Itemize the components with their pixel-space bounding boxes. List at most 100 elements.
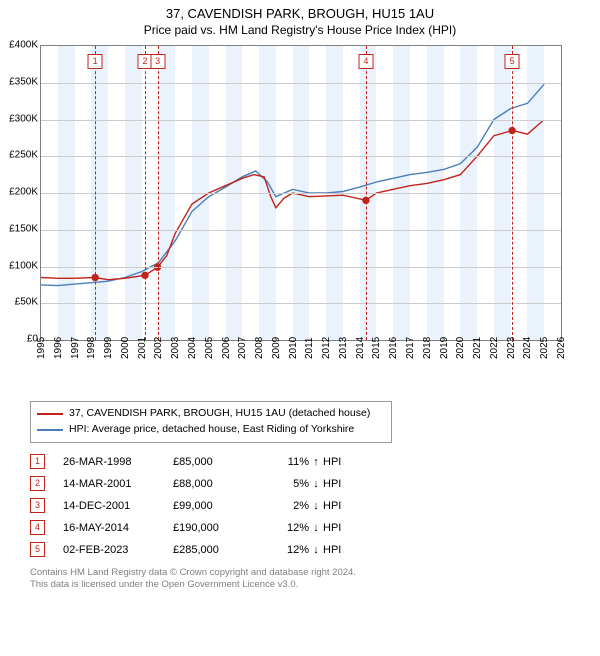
event-badge: 3 xyxy=(150,54,165,69)
event-date: 14-MAR-2001 xyxy=(63,478,173,490)
event-line xyxy=(145,46,146,340)
x-tick-label: 2017 xyxy=(405,337,416,359)
event-num: 2 xyxy=(30,476,45,491)
x-tick-label: 1997 xyxy=(70,337,81,359)
event-price: £190,000 xyxy=(173,522,263,534)
x-tick-label: 2026 xyxy=(556,337,567,359)
x-tick-label: 2015 xyxy=(371,337,382,359)
x-tick-label: 2002 xyxy=(153,337,164,359)
event-date: 02-FEB-2023 xyxy=(63,544,173,556)
series-line xyxy=(41,121,543,280)
x-axis: 1995199619971998199920002001200220032004… xyxy=(40,341,560,371)
y-tick-label: £250K xyxy=(9,150,38,161)
legend-swatch xyxy=(37,429,63,431)
event-arrow-icon: ↑ xyxy=(309,456,323,468)
event-badge: 4 xyxy=(358,54,373,69)
x-tick-label: 2022 xyxy=(489,337,500,359)
event-pct: 12% xyxy=(263,544,309,556)
event-pct: 12% xyxy=(263,522,309,534)
legend-row: HPI: Average price, detached house, East… xyxy=(37,422,385,438)
event-suffix: HPI xyxy=(323,544,353,556)
footer-line-1: Contains HM Land Registry data © Crown c… xyxy=(30,567,600,580)
events-table: 1 26-MAR-1998£85,00011%↑HPI 2 14-MAR-2001£8… xyxy=(30,451,600,561)
event-row: 1 26-MAR-1998£85,00011%↑HPI xyxy=(30,451,600,473)
x-tick-label: 2001 xyxy=(137,337,148,359)
legend-label: 37, CAVENDISH PARK, BROUGH, HU15 1AU (de… xyxy=(69,406,370,422)
y-axis: £0£50K£100K£150K£200K£250K£300K£350K£400… xyxy=(0,45,40,365)
event-suffix: HPI xyxy=(323,478,353,490)
x-tick-label: 1999 xyxy=(103,337,114,359)
event-num: 5 xyxy=(30,542,45,557)
main-title: 37, CAVENDISH PARK, BROUGH, HU15 1AU xyxy=(0,6,600,21)
y-tick-label: £400K xyxy=(9,40,38,51)
x-tick-label: 2020 xyxy=(455,337,466,359)
event-arrow-icon: ↓ xyxy=(309,478,323,490)
grid-line xyxy=(41,156,561,157)
x-tick-label: 2003 xyxy=(170,337,181,359)
event-row: 314-DEC-2001£99,0002%↓HPI xyxy=(30,495,600,517)
x-tick-label: 2009 xyxy=(271,337,282,359)
footer: Contains HM Land Registry data © Crown c… xyxy=(30,567,600,593)
event-pct: 11% xyxy=(263,456,309,468)
x-tick-label: 2004 xyxy=(187,337,198,359)
x-tick-label: 2025 xyxy=(539,337,550,359)
event-date: 26-MAR-1998 xyxy=(63,456,173,468)
event-date: 16-MAY-2014 xyxy=(63,522,173,534)
event-pct: 5% xyxy=(263,478,309,490)
grid-line xyxy=(41,303,561,304)
series-line xyxy=(41,84,544,285)
x-tick-label: 2000 xyxy=(120,337,131,359)
x-tick-label: 1998 xyxy=(86,337,97,359)
chart: £0£50K£100K£150K£200K£250K£300K£350K£400… xyxy=(30,45,590,365)
event-pct: 2% xyxy=(263,500,309,512)
event-num: 1 xyxy=(30,454,45,469)
y-tick-label: £150K xyxy=(9,223,38,234)
x-tick-label: 2014 xyxy=(355,337,366,359)
x-tick-label: 2024 xyxy=(522,337,533,359)
plot-area: 12345 xyxy=(40,45,562,341)
event-price: £85,000 xyxy=(173,456,263,468)
event-row: 214-MAR-2001£88,0005%↓HPI xyxy=(30,473,600,495)
event-line xyxy=(95,46,96,340)
event-price: £99,000 xyxy=(173,500,263,512)
footer-line-2: This data is licensed under the Open Gov… xyxy=(30,579,600,592)
legend: 37, CAVENDISH PARK, BROUGH, HU15 1AU (de… xyxy=(30,401,392,443)
event-line xyxy=(158,46,159,340)
event-row: 502-FEB-2023£285,00012%↓HPI xyxy=(30,539,600,561)
event-row: 416-MAY-2014£190,00012%↓HPI xyxy=(30,517,600,539)
event-suffix: HPI xyxy=(323,500,353,512)
x-tick-label: 2023 xyxy=(506,337,517,359)
x-tick-label: 2012 xyxy=(321,337,332,359)
y-tick-label: £300K xyxy=(9,113,38,124)
event-badge: 1 xyxy=(88,54,103,69)
grid-line xyxy=(41,193,561,194)
x-tick-label: 2005 xyxy=(204,337,215,359)
event-line xyxy=(366,46,367,340)
grid-line xyxy=(41,83,561,84)
grid-line xyxy=(41,120,561,121)
grid-line xyxy=(41,267,561,268)
x-tick-label: 2006 xyxy=(221,337,232,359)
legend-row: 37, CAVENDISH PARK, BROUGH, HU15 1AU (de… xyxy=(37,406,385,422)
event-line xyxy=(512,46,513,340)
x-tick-label: 2021 xyxy=(472,337,483,359)
x-tick-label: 2007 xyxy=(237,337,248,359)
x-tick-label: 1996 xyxy=(53,337,64,359)
x-tick-label: 2013 xyxy=(338,337,349,359)
x-tick-label: 1995 xyxy=(36,337,47,359)
event-num: 3 xyxy=(30,498,45,513)
grid-line xyxy=(41,230,561,231)
event-suffix: HPI xyxy=(323,522,353,534)
title-block: 37, CAVENDISH PARK, BROUGH, HU15 1AU Pri… xyxy=(0,6,600,37)
y-tick-label: £100K xyxy=(9,260,38,271)
x-tick-label: 2016 xyxy=(388,337,399,359)
event-date: 14-DEC-2001 xyxy=(63,500,173,512)
x-tick-label: 2008 xyxy=(254,337,265,359)
event-suffix: HPI xyxy=(323,456,353,468)
event-arrow-icon: ↓ xyxy=(309,522,323,534)
event-badge: 5 xyxy=(505,54,520,69)
y-tick-label: £50K xyxy=(15,297,38,308)
x-tick-label: 2011 xyxy=(304,337,315,359)
sub-title: Price paid vs. HM Land Registry's House … xyxy=(0,23,600,37)
event-arrow-icon: ↓ xyxy=(309,544,323,556)
